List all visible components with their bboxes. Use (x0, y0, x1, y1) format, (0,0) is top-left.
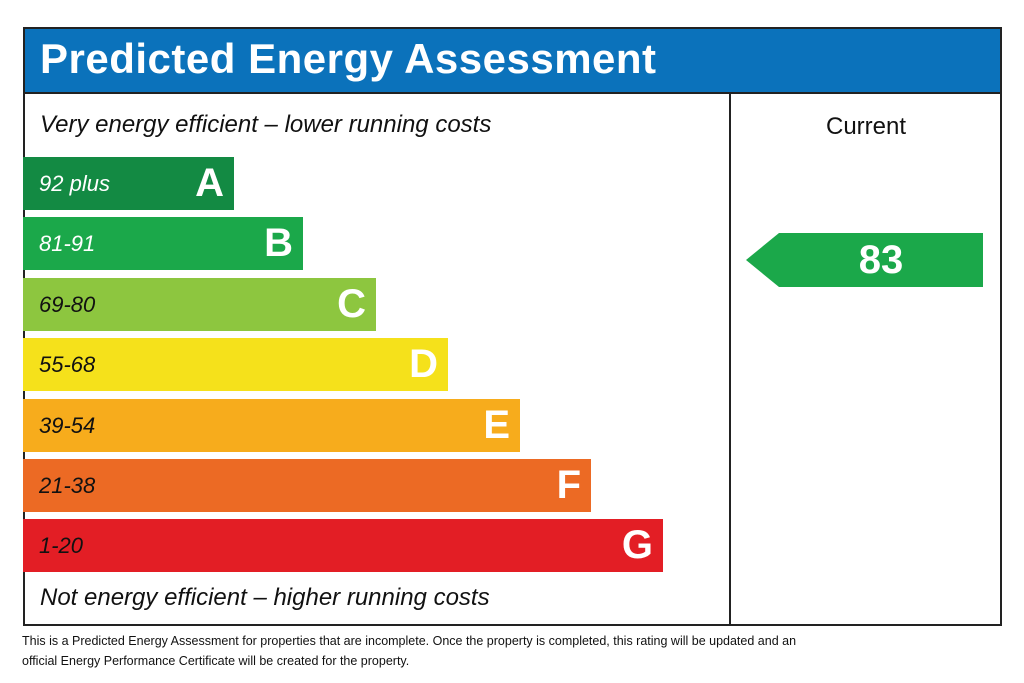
band: 55-68 D (23, 338, 448, 392)
divider (729, 93, 731, 625)
band: 92 plus A (23, 157, 234, 210)
top-text: Very energy efficient – lower running co… (40, 111, 492, 138)
band-letter: G (621, 523, 653, 568)
current-arrow (746, 233, 983, 287)
band-letter: C (337, 281, 366, 326)
band-range: 81-91 (39, 231, 96, 257)
bottom-text: Not energy efficient – higher running co… (40, 584, 490, 611)
band: 81-91 B (23, 217, 303, 271)
band-letter: A (195, 161, 224, 205)
band-letter: B (264, 221, 293, 266)
band-letter: F (556, 463, 581, 507)
band-range: 69-80 (39, 291, 96, 317)
band-letter: D (409, 342, 438, 387)
band-range: 39-54 (39, 412, 96, 438)
band-range: 55-68 (39, 352, 96, 378)
current-label: Current (825, 113, 907, 140)
band: 69-80 C (23, 277, 376, 331)
current-value: 83 (858, 238, 904, 282)
band-letter: E (483, 402, 510, 447)
band: 39-54 E (23, 398, 520, 452)
band-range: 92 plus (39, 171, 110, 196)
band: 21-38 F (23, 459, 591, 512)
band-range: 21-38 (39, 473, 96, 498)
arrow-shape (746, 233, 983, 287)
title: Predicted Energy Assessment (40, 35, 657, 82)
header (23, 27, 1002, 94)
band-range: 1-20 (39, 533, 84, 559)
band: 1-20 G (23, 519, 663, 573)
note: This is a Predicted Energy Assessment fo… (22, 634, 797, 668)
